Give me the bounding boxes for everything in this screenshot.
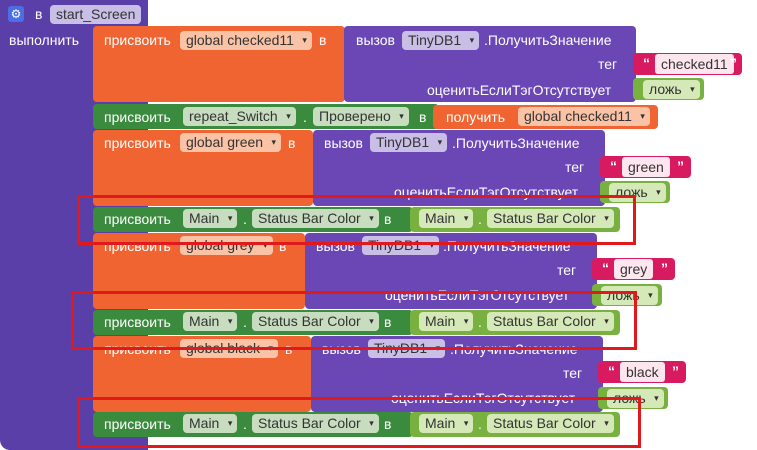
component-dropdown-main[interactable]: Main ▾ bbox=[419, 414, 474, 433]
quote-close: ” bbox=[661, 260, 668, 276]
property-dropdown-status-bar-color[interactable]: Status Bar Color ▾ bbox=[487, 209, 614, 228]
property-name: Status Bar Color bbox=[493, 210, 596, 226]
tag-label: тег bbox=[563, 365, 583, 381]
quote-close: ” bbox=[730, 55, 737, 71]
property-name: Проверено bbox=[319, 108, 391, 124]
component-dropdown-repeat-switch[interactable]: repeat_Switch ▾ bbox=[183, 107, 296, 126]
quote-open: “ bbox=[610, 158, 617, 174]
highlight-box-3 bbox=[77, 397, 641, 448]
event-name: start_Screen bbox=[56, 6, 136, 22]
tinydb-name: TinyDB1 bbox=[376, 134, 430, 150]
component-name: Main bbox=[189, 415, 220, 431]
highlight-box-2 bbox=[71, 291, 637, 350]
tinydb-name: TinyDB1 bbox=[368, 237, 422, 253]
quote-open: “ bbox=[643, 55, 650, 71]
dot-label: . bbox=[478, 314, 482, 330]
value-if-absent-label: оценитьЕслиТэгОтсутствует bbox=[427, 82, 612, 98]
to-label: в bbox=[384, 314, 392, 330]
component-name: Main bbox=[189, 313, 220, 329]
property-name: Status Bar Color bbox=[493, 415, 596, 431]
property-dropdown-status-bar-color[interactable]: Status Bar Color ▾ bbox=[487, 414, 614, 433]
tinydb-dropdown[interactable]: TinyDB1 ▾ bbox=[362, 236, 440, 255]
tag-value[interactable]: checked11 bbox=[655, 54, 734, 74]
var-dropdown-grey[interactable]: global grey ▾ bbox=[180, 236, 273, 255]
to-label: в bbox=[419, 109, 427, 125]
to-label: в bbox=[384, 416, 392, 432]
property-name: Status Bar Color bbox=[258, 415, 361, 431]
false-dropdown[interactable]: ложь ▾ bbox=[643, 80, 700, 99]
set-label: присвоить bbox=[104, 32, 171, 48]
var-name: global grey bbox=[186, 237, 255, 253]
false-value: ложь bbox=[649, 81, 682, 97]
component-name: repeat_Switch bbox=[189, 108, 278, 124]
property-dropdown-status-bar-color[interactable]: Status Bar Color ▾ bbox=[252, 312, 379, 331]
tinydb-dropdown[interactable]: TinyDB1 ▾ bbox=[370, 133, 448, 152]
component-dropdown-main[interactable]: Main ▾ bbox=[183, 414, 238, 433]
quote-open: “ bbox=[608, 363, 615, 379]
dot-label: . bbox=[243, 314, 247, 330]
property-name: Status Bar Color bbox=[258, 210, 361, 226]
dot-label: . bbox=[478, 416, 482, 432]
gear-icon[interactable]: ⚙ bbox=[8, 6, 24, 22]
component-name: Main bbox=[425, 415, 456, 431]
property-dropdown-status-bar-color[interactable]: Status Bar Color ▾ bbox=[487, 312, 614, 331]
set-label: присвоить bbox=[104, 314, 171, 330]
property-name: Status Bar Color bbox=[493, 313, 596, 329]
component-dropdown-main[interactable]: Main ▾ bbox=[183, 209, 238, 228]
property-dropdown-checked[interactable]: Проверено ▾ bbox=[313, 107, 409, 126]
highlight-box-1 bbox=[77, 195, 636, 245]
var-name: global checked11 bbox=[524, 108, 632, 124]
property-dropdown-status-bar-color[interactable]: Status Bar Color ▾ bbox=[252, 414, 379, 433]
property-dropdown-status-bar-color[interactable]: Status Bar Color ▾ bbox=[252, 209, 379, 228]
var-name: global checked11 bbox=[186, 32, 294, 48]
to-label: в bbox=[319, 32, 327, 48]
set-label: присвоить bbox=[104, 109, 171, 125]
call-tinydb-block[interactable] bbox=[305, 233, 597, 309]
to-label: в bbox=[384, 211, 392, 227]
set-label: присвоить bbox=[104, 416, 171, 432]
component-dropdown-main[interactable]: Main ▾ bbox=[419, 209, 474, 228]
call-tinydb-block[interactable] bbox=[313, 130, 605, 206]
dot-label: . bbox=[243, 211, 247, 227]
tag-value[interactable]: green bbox=[622, 157, 670, 177]
get-value-label: .ПолучитьЗначение bbox=[484, 32, 612, 48]
component-name: Main bbox=[425, 313, 456, 329]
do-label: выполнить bbox=[9, 32, 79, 48]
tag-label: тег bbox=[557, 262, 577, 278]
tag-value[interactable]: black bbox=[620, 362, 665, 382]
component-dropdown-main[interactable]: Main ▾ bbox=[419, 312, 474, 331]
false-dropdown[interactable]: ложь ▾ bbox=[601, 286, 658, 305]
set-label: присвоить bbox=[104, 135, 171, 151]
component-dropdown-main[interactable]: Main ▾ bbox=[183, 312, 238, 331]
dot-label: . bbox=[243, 416, 247, 432]
get-value-label: .ПолучитьЗначение bbox=[452, 135, 580, 151]
property-name: Status Bar Color bbox=[258, 313, 361, 329]
tinydb-dropdown[interactable]: TinyDB1 ▾ bbox=[402, 31, 480, 50]
tag-label: тег bbox=[565, 159, 585, 175]
get-label: получить bbox=[446, 109, 506, 125]
quote-open: “ bbox=[602, 260, 609, 276]
var-dropdown-green[interactable]: global green ▾ bbox=[180, 133, 282, 152]
call-label: вызов bbox=[324, 135, 363, 151]
event-component-dropdown[interactable]: start_Screen bbox=[50, 5, 142, 24]
to-label: в bbox=[279, 238, 287, 254]
call-tinydb-block[interactable] bbox=[344, 26, 636, 102]
get-var-dropdown-checked11[interactable]: global checked11 ▾ bbox=[518, 107, 650, 126]
component-name: Main bbox=[425, 210, 456, 226]
quote-close: ” bbox=[672, 363, 679, 379]
dot-label: . bbox=[478, 211, 482, 227]
tag-value[interactable]: grey bbox=[614, 259, 654, 279]
call-label: вызов bbox=[356, 32, 395, 48]
event-keyword: в bbox=[35, 6, 43, 22]
tinydb-name: TinyDB1 bbox=[408, 32, 462, 48]
to-label: в bbox=[288, 135, 296, 151]
var-name: global green bbox=[186, 134, 264, 150]
quote-close: ” bbox=[677, 158, 684, 174]
set-label: присвоить bbox=[104, 211, 171, 227]
dot-label: . bbox=[303, 109, 307, 125]
component-name: Main bbox=[189, 210, 220, 226]
var-dropdown-checked11[interactable]: global checked11 ▾ bbox=[180, 31, 312, 50]
tag-label: тег bbox=[598, 56, 618, 72]
